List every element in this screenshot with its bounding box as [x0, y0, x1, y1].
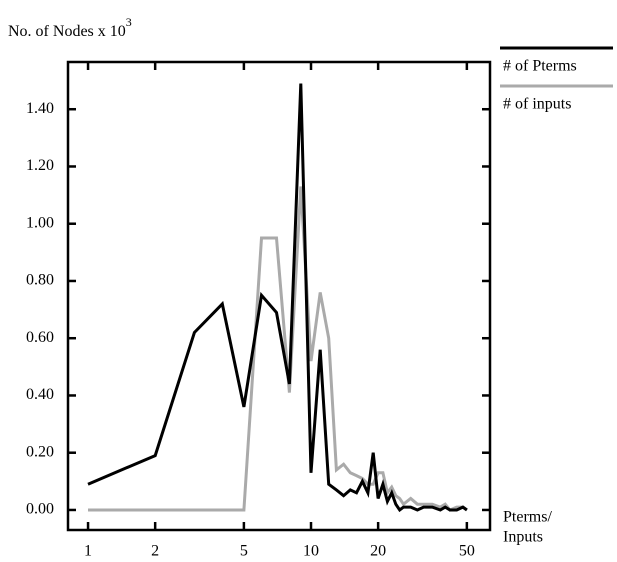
y-tick-label: 1.40: [26, 100, 54, 117]
y-tick-label: 0.20: [26, 443, 54, 460]
y-tick-label: 0.80: [26, 272, 54, 289]
x-tick-label: 5: [240, 543, 248, 560]
data-line: [88, 186, 468, 512]
x-tick-label: 50: [459, 543, 475, 560]
x-tick-label: 1: [84, 543, 92, 560]
legend-label: # of inputs: [503, 96, 571, 113]
data-line: [87, 83, 468, 513]
y-axis-label: No. of Nodes x 103: [8, 15, 132, 40]
y-tick-label: 1.20: [26, 157, 54, 174]
legend-label: # of Pterms: [503, 58, 577, 75]
y-tick-label: 0.40: [26, 386, 54, 403]
x-tick-label: 20: [370, 543, 386, 560]
y-axis-label-base: No. of Nodes x 10: [8, 23, 126, 40]
y-tick-label: 0.60: [26, 329, 54, 346]
x-axis-label: Pterms/: [503, 509, 552, 526]
y-axis-label-exponent: 3: [126, 15, 132, 29]
x-axis-label: Inputs: [503, 529, 543, 546]
x-tick-label: 10: [303, 543, 319, 560]
x-tick-label: 2: [151, 543, 159, 560]
y-tick-label: 1.00: [26, 214, 54, 231]
y-tick-label: 0.00: [26, 501, 54, 518]
plot-frame: [66, 60, 492, 532]
